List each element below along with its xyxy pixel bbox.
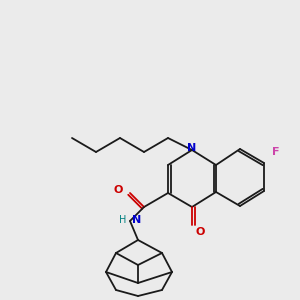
Text: O: O xyxy=(195,227,204,237)
Text: F: F xyxy=(272,147,280,157)
Text: N: N xyxy=(188,143,196,153)
Text: H: H xyxy=(118,215,126,225)
Text: N: N xyxy=(132,215,141,225)
Text: O: O xyxy=(113,185,123,195)
